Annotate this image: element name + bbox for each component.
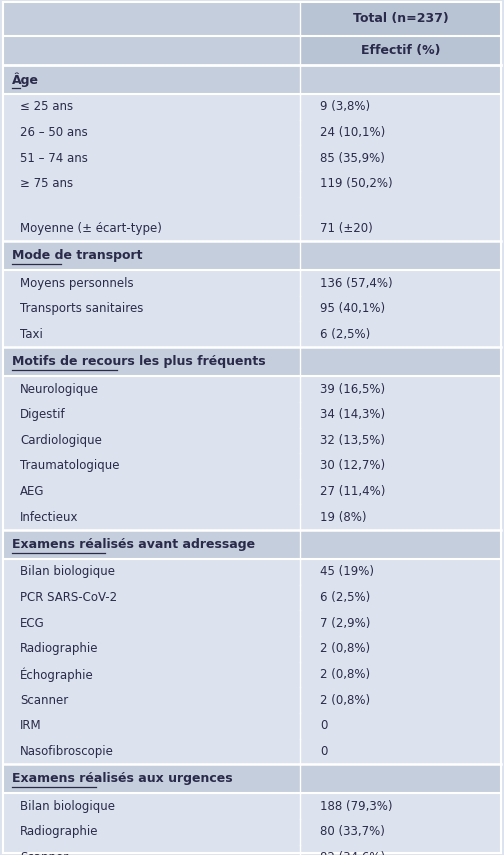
Text: IRM: IRM xyxy=(20,719,42,733)
Text: Moyenne (± écart-type): Moyenne (± écart-type) xyxy=(20,221,162,235)
Text: 45 (19%): 45 (19%) xyxy=(320,565,374,579)
Bar xyxy=(3,94,501,120)
Text: ≤ 25 ans: ≤ 25 ans xyxy=(20,100,73,114)
Bar xyxy=(3,321,501,347)
Text: Taxi: Taxi xyxy=(20,327,43,341)
Text: 34 (14,3%): 34 (14,3%) xyxy=(320,408,385,422)
Text: 6 (2,5%): 6 (2,5%) xyxy=(320,591,370,604)
Bar xyxy=(3,845,501,855)
Text: 30 (12,7%): 30 (12,7%) xyxy=(320,459,385,473)
Text: Radiographie: Radiographie xyxy=(20,825,99,839)
Text: 85 (35,9%): 85 (35,9%) xyxy=(320,151,385,165)
Text: ECG: ECG xyxy=(20,616,45,630)
Text: 19 (8%): 19 (8%) xyxy=(320,510,366,524)
Text: Total (n=237): Total (n=237) xyxy=(353,12,449,26)
Text: 24 (10,1%): 24 (10,1%) xyxy=(320,126,385,139)
Text: Bilan biologique: Bilan biologique xyxy=(20,565,115,579)
Bar xyxy=(3,347,501,376)
Bar xyxy=(3,270,501,296)
Text: ≥ 75 ans: ≥ 75 ans xyxy=(20,177,73,191)
Text: 2 (0,8%): 2 (0,8%) xyxy=(320,693,370,707)
Text: 2 (0,8%): 2 (0,8%) xyxy=(320,668,370,681)
Text: 0: 0 xyxy=(320,719,328,733)
Text: 32 (13,5%): 32 (13,5%) xyxy=(320,433,385,447)
Bar xyxy=(3,559,501,585)
Text: Nasofibroscopie: Nasofibroscopie xyxy=(20,745,114,758)
Text: Transports sanitaires: Transports sanitaires xyxy=(20,302,144,315)
Bar xyxy=(3,296,501,321)
Text: 6 (2,5%): 6 (2,5%) xyxy=(320,327,370,341)
Text: 27 (11,4%): 27 (11,4%) xyxy=(320,485,386,498)
Text: Âge: Âge xyxy=(12,73,39,86)
Text: 95 (40,1%): 95 (40,1%) xyxy=(320,302,385,315)
Text: Effectif (%): Effectif (%) xyxy=(361,44,440,57)
Bar xyxy=(3,241,501,270)
Bar xyxy=(3,145,501,171)
Bar xyxy=(3,793,501,819)
Text: PCR SARS-CoV-2: PCR SARS-CoV-2 xyxy=(20,591,117,604)
Bar xyxy=(3,764,501,793)
Text: 9 (3,8%): 9 (3,8%) xyxy=(320,100,370,114)
Bar xyxy=(3,636,501,662)
Bar xyxy=(3,739,501,764)
Bar xyxy=(3,687,501,713)
Text: 71 (±20): 71 (±20) xyxy=(320,221,373,235)
Text: Bilan biologique: Bilan biologique xyxy=(20,799,115,813)
Text: Neurologique: Neurologique xyxy=(20,382,99,396)
Bar xyxy=(3,819,501,845)
Bar xyxy=(3,453,501,479)
Bar xyxy=(300,36,501,65)
Bar xyxy=(3,610,501,636)
Text: AEG: AEG xyxy=(20,485,45,498)
Bar xyxy=(3,120,501,145)
Text: 80 (33,7%): 80 (33,7%) xyxy=(320,825,385,839)
Text: Examens réalisés avant adressage: Examens réalisés avant adressage xyxy=(12,538,255,551)
Text: Scanner: Scanner xyxy=(20,693,69,707)
Bar xyxy=(3,36,300,65)
Text: 26 – 50 ans: 26 – 50 ans xyxy=(20,126,88,139)
Bar xyxy=(3,2,300,36)
Text: Examens réalisés aux urgences: Examens réalisés aux urgences xyxy=(12,772,232,786)
Text: Radiographie: Radiographie xyxy=(20,642,99,656)
Text: Mode de transport: Mode de transport xyxy=(12,249,142,262)
Text: Scanner: Scanner xyxy=(20,851,69,855)
Text: 0: 0 xyxy=(320,745,328,758)
Text: 82 (34,6%): 82 (34,6%) xyxy=(320,851,385,855)
Bar xyxy=(3,171,501,197)
Text: Traumatologique: Traumatologique xyxy=(20,459,119,473)
Text: 188 (79,3%): 188 (79,3%) xyxy=(320,799,393,813)
Bar xyxy=(300,2,501,36)
Text: 119 (50,2%): 119 (50,2%) xyxy=(320,177,393,191)
Text: 39 (16,5%): 39 (16,5%) xyxy=(320,382,385,396)
Text: Échographie: Échographie xyxy=(20,668,94,681)
Bar xyxy=(3,713,501,739)
Text: Digestif: Digestif xyxy=(20,408,66,422)
Text: 7 (2,9%): 7 (2,9%) xyxy=(320,616,370,630)
Text: Moyens personnels: Moyens personnels xyxy=(20,276,134,290)
Bar xyxy=(3,479,501,504)
Text: Motifs de recours les plus fréquents: Motifs de recours les plus fréquents xyxy=(12,355,265,369)
Bar xyxy=(3,402,501,428)
Bar xyxy=(3,585,501,610)
Bar xyxy=(3,428,501,453)
Text: 2 (0,8%): 2 (0,8%) xyxy=(320,642,370,656)
Bar xyxy=(3,376,501,402)
Text: Cardiologique: Cardiologique xyxy=(20,433,102,447)
Bar xyxy=(3,662,501,687)
Bar xyxy=(3,215,501,241)
Bar xyxy=(3,65,501,94)
Bar xyxy=(3,504,501,530)
Bar xyxy=(3,197,501,215)
Bar xyxy=(3,530,501,559)
Text: 136 (57,4%): 136 (57,4%) xyxy=(320,276,393,290)
Text: 51 – 74 ans: 51 – 74 ans xyxy=(20,151,88,165)
Text: Infectieux: Infectieux xyxy=(20,510,79,524)
